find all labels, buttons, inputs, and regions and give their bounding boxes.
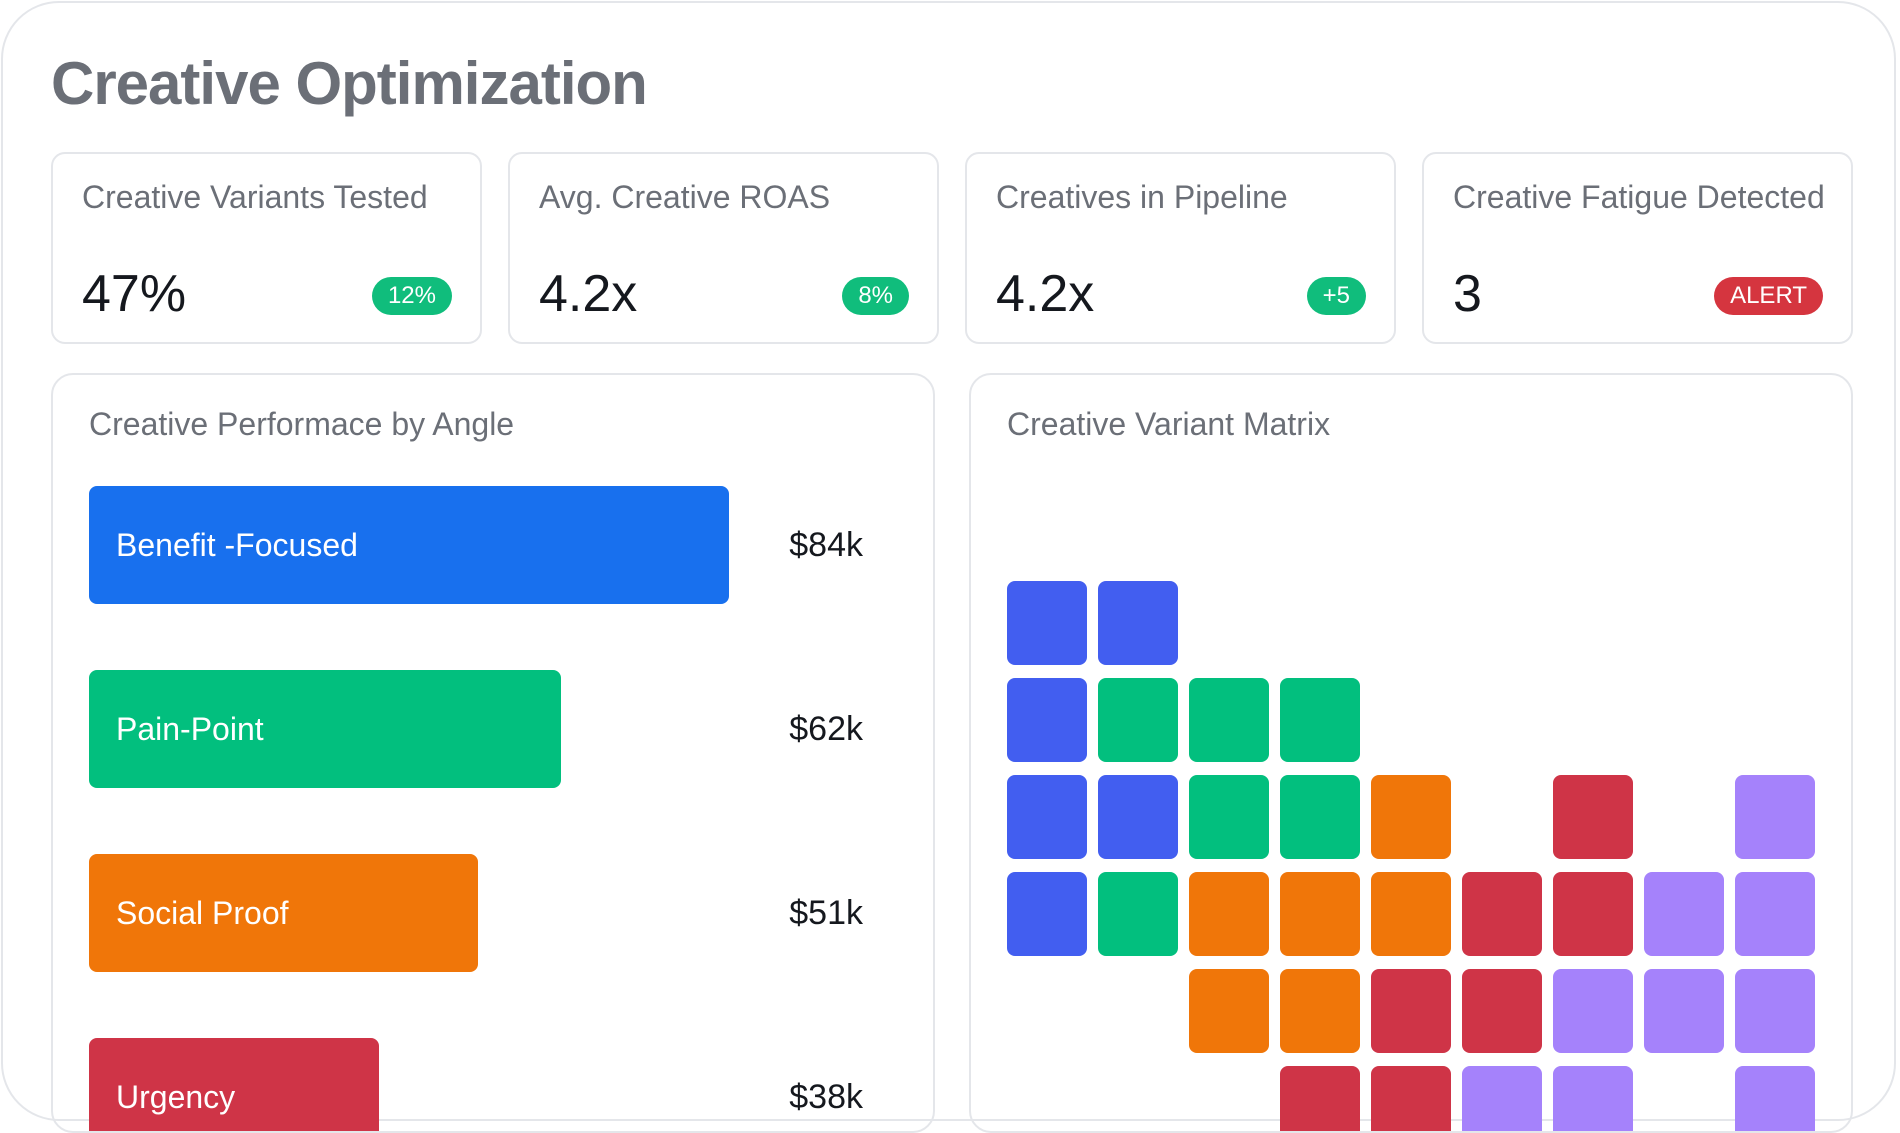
matrix-cell-orange[interactable] — [1189, 969, 1269, 1053]
matrix-cell-green[interactable] — [1280, 678, 1360, 762]
performance-by-angle-panel: Creative Performace by Angle Benefit -Fo… — [51, 373, 935, 1133]
kpi-change-badge: 8% — [842, 277, 909, 315]
matrix-cell-red[interactable] — [1371, 969, 1451, 1053]
matrix-cell-blue[interactable] — [1098, 581, 1178, 665]
kpi-label: Creative Fatigue Detected — [1453, 179, 1825, 215]
matrix-cell-purple[interactable] — [1735, 775, 1815, 859]
bar-pain-point[interactable]: Pain-Point — [89, 670, 561, 788]
matrix-cell-blue[interactable] — [1007, 581, 1087, 665]
variant-matrix-panel: Creative Variant Matrix — [969, 373, 1853, 1133]
bar-label: Benefit -Focused — [116, 527, 358, 563]
matrix-cell-red[interactable] — [1280, 1066, 1360, 1131]
matrix-cell-red[interactable] — [1553, 775, 1633, 859]
bar-social-proof[interactable]: Social Proof — [89, 854, 478, 972]
matrix-cell-purple[interactable] — [1735, 1066, 1815, 1131]
matrix-cell-blue[interactable] — [1007, 678, 1087, 762]
matrix-cell-orange[interactable] — [1280, 969, 1360, 1053]
panel-title: Creative Variant Matrix — [1007, 406, 1331, 442]
kpi-card-fatigue[interactable]: Creative Fatigue Detected 3 ALERT — [1422, 152, 1853, 344]
bar-label: Pain-Point — [116, 711, 264, 747]
kpi-alert-badge: ALERT — [1714, 277, 1823, 315]
matrix-cell-blue[interactable] — [1098, 775, 1178, 859]
page-title: Creative Optimization — [51, 50, 648, 117]
bar-value-label: $84k — [789, 526, 863, 564]
matrix-cell-blue[interactable] — [1007, 872, 1087, 956]
bar-urgency[interactable]: Urgency — [89, 1038, 379, 1131]
matrix-cell-purple[interactable] — [1735, 969, 1815, 1053]
bar-value-label: $51k — [789, 894, 863, 932]
matrix-cell-blue[interactable] — [1007, 775, 1087, 859]
kpi-value: 47% — [82, 265, 187, 323]
bar-value-label: $38k — [789, 1078, 863, 1116]
matrix-cell-red[interactable] — [1462, 969, 1542, 1053]
kpi-change-badge: +5 — [1306, 277, 1366, 315]
matrix-cell-purple[interactable] — [1553, 1066, 1633, 1131]
kpi-card-pipeline[interactable]: Creatives in Pipeline 4.2x +5 — [965, 152, 1396, 344]
kpi-value: 3 — [1453, 265, 1482, 323]
kpi-change-badge: 12% — [371, 277, 452, 315]
matrix-cell-orange[interactable] — [1371, 775, 1451, 859]
kpi-label: Creatives in Pipeline — [996, 179, 1288, 215]
kpi-card-variants-tested[interactable]: Creative Variants Tested 47% 12% — [51, 152, 482, 344]
matrix-cell-purple[interactable] — [1644, 872, 1724, 956]
kpi-value: 4.2x — [996, 265, 1095, 323]
bar-value-label: $62k — [789, 710, 863, 748]
matrix-cell-red[interactable] — [1462, 872, 1542, 956]
panel-title: Creative Performace by Angle — [89, 406, 515, 442]
matrix-cell-purple[interactable] — [1644, 969, 1724, 1053]
matrix-cell-purple[interactable] — [1462, 1066, 1542, 1131]
matrix-cell-orange[interactable] — [1371, 872, 1451, 956]
bar-benefit-focused[interactable]: Benefit -Focused — [89, 486, 729, 604]
matrix-cell-green[interactable] — [1189, 678, 1269, 762]
kpi-value: 4.2x — [539, 265, 638, 323]
matrix-cell-red[interactable] — [1371, 1066, 1451, 1131]
kpi-label: Avg. Creative ROAS — [539, 179, 831, 215]
bar-label: Urgency — [116, 1079, 236, 1115]
matrix-cell-purple[interactable] — [1735, 872, 1815, 956]
matrix-cell-red[interactable] — [1553, 872, 1633, 956]
matrix-cell-orange[interactable] — [1189, 872, 1269, 956]
kpi-label: Creative Variants Tested — [82, 179, 428, 215]
matrix-cell-purple[interactable] — [1553, 969, 1633, 1053]
matrix-cell-green[interactable] — [1098, 678, 1178, 762]
matrix-cell-orange[interactable] — [1280, 872, 1360, 956]
matrix-cell-green[interactable] — [1189, 775, 1269, 859]
kpi-card-avg-roas[interactable]: Avg. Creative ROAS 4.2x 8% — [508, 152, 939, 344]
bar-label: Social Proof — [116, 895, 289, 931]
matrix-cell-green[interactable] — [1098, 872, 1178, 956]
matrix-cell-green[interactable] — [1280, 775, 1360, 859]
